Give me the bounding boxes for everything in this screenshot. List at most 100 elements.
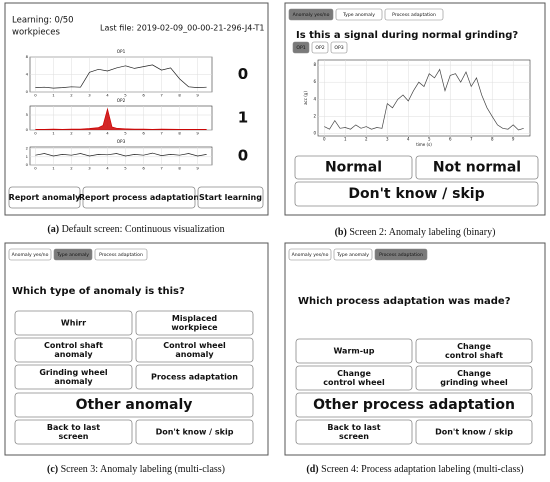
x-tick-label: 3 (386, 137, 389, 142)
button[interactable] (14, 310, 133, 336)
button[interactable] (415, 365, 533, 391)
x-tick-label: 5 (124, 130, 127, 135)
caption-label: (a) (47, 224, 59, 235)
signal-line (35, 64, 207, 89)
button[interactable] (8, 186, 81, 209)
button[interactable] (14, 364, 133, 390)
button[interactable] (415, 338, 533, 364)
x-tick-label: 2 (70, 92, 73, 97)
tab[interactable] (288, 248, 332, 261)
tab-label: Anomaly yes/no (293, 12, 330, 18)
tab-label: Anomaly yes/no (12, 252, 49, 258)
caption: (c) Screen 3: Anomaly labeling (multi-cl… (47, 464, 225, 475)
button-label: Report anomaly (9, 193, 81, 202)
button[interactable] (415, 155, 539, 180)
button[interactable] (295, 365, 413, 391)
y-tick-label: 0 (313, 130, 316, 135)
button[interactable] (82, 186, 196, 209)
signal-line (35, 152, 207, 157)
button[interactable] (135, 337, 254, 363)
button-label: Change (457, 342, 491, 351)
button-label: Grinding wheel (39, 368, 108, 377)
x-tick-label: 6 (142, 165, 145, 170)
plot-area (29, 105, 213, 131)
y-tick-label: 0 (26, 89, 29, 94)
button-label: Back to last (47, 423, 100, 432)
button-label: screen (339, 432, 369, 441)
tab[interactable] (374, 248, 428, 261)
y-tick-label: 8 (26, 54, 29, 59)
y-tick-label: 2 (313, 113, 316, 118)
y-tick-label: 8 (313, 62, 316, 67)
y-tick-label: 4 (313, 96, 316, 101)
x-tick-label: 4 (407, 137, 410, 142)
x-tick-label: 3 (88, 130, 91, 135)
x-tick-label: 3 (88, 92, 91, 97)
x-tick-label: 7 (160, 130, 163, 135)
button[interactable] (14, 419, 133, 445)
button[interactable] (294, 155, 413, 180)
caption-text: Screen 2: Anomaly labeling (binary) (347, 227, 496, 238)
x-tick-label: 6 (449, 137, 452, 142)
x-tick-label: 5 (124, 92, 127, 97)
button-label: grinding wheel (440, 378, 508, 387)
button[interactable] (14, 392, 254, 418)
caption: (b) Screen 2: Anomaly labeling (binary) (335, 227, 496, 238)
x-tick-label: 4 (106, 92, 109, 97)
button-label: Don't know / skip (156, 428, 234, 437)
caption-label: (d) (306, 464, 318, 475)
button-label: Don't know / skip (348, 186, 484, 202)
tab[interactable] (94, 248, 148, 261)
x-tick-label: 0 (34, 165, 37, 170)
button[interactable] (197, 186, 264, 209)
caption-text: Default screen: Continuous visualization (59, 224, 225, 235)
tab[interactable] (311, 41, 329, 54)
tab-label: Type anomaly (342, 12, 375, 18)
y-axis-label: acc (g) (303, 91, 308, 105)
x-tick-label: 8 (178, 165, 181, 170)
question: Is this a signal during normal grinding? (296, 30, 518, 41)
x-tick-label: 9 (196, 165, 199, 170)
button[interactable] (294, 181, 539, 207)
x-tick-label: 0 (34, 92, 37, 97)
button[interactable] (135, 364, 254, 390)
tab[interactable] (8, 248, 52, 261)
tab-label: Process adaptation (392, 12, 436, 18)
x-tick-label: 2 (70, 165, 73, 170)
y-tick-label: 1 (26, 154, 29, 159)
tab[interactable] (335, 8, 383, 21)
tab-label: OP3 (334, 45, 343, 51)
anomaly-count: 1 (238, 109, 248, 127)
button-label: control shaft (445, 351, 503, 360)
button-label: Process adaptation (151, 373, 238, 382)
button-label: Not normal (433, 160, 521, 176)
button[interactable] (415, 419, 533, 445)
x-tick-label: 1 (344, 137, 347, 142)
button-label: anomaly (175, 350, 214, 359)
button[interactable] (295, 392, 533, 418)
x-tick-label: 4 (106, 165, 109, 170)
x-tick-label: 8 (491, 137, 494, 142)
button[interactable] (135, 419, 254, 445)
button-label: Whirr (61, 319, 86, 328)
plot-area (317, 59, 531, 137)
tab[interactable] (384, 8, 444, 21)
chart-title: OP2 (117, 98, 126, 103)
tab[interactable] (53, 248, 93, 261)
button-label: Warm-up (334, 347, 375, 356)
x-tick-label: 8 (178, 130, 181, 135)
question: Which process adaptation was made? (298, 296, 511, 307)
anomaly-count: 0 (238, 147, 248, 165)
tab[interactable] (292, 41, 310, 54)
button[interactable] (295, 419, 413, 445)
signal-line (35, 107, 207, 130)
button[interactable] (295, 338, 413, 364)
button[interactable] (14, 337, 133, 363)
tab[interactable] (330, 41, 348, 54)
tab[interactable] (333, 248, 373, 261)
button-label: anomaly (54, 350, 93, 359)
tab[interactable] (288, 8, 334, 21)
button[interactable] (135, 310, 254, 336)
plot-area (29, 146, 213, 166)
question: Which type of anomaly is this? (12, 286, 185, 297)
